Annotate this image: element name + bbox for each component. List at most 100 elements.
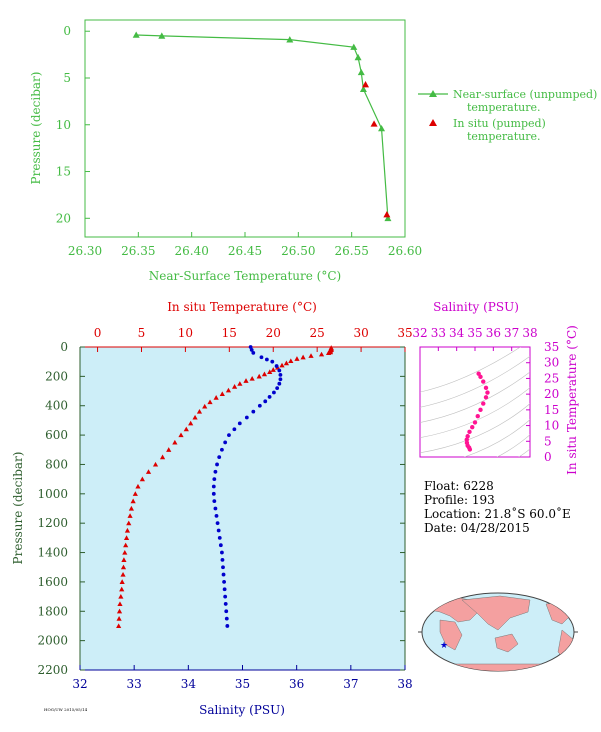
- ts-temperature-tick-label: 0: [544, 450, 552, 464]
- float-location: Location: 21.8˚S 60.0˚E: [424, 506, 571, 521]
- profile-y-ticks: 0 200 400 600 800 1000 1200 1400 1600 1800 2000 220…: [37, 340, 405, 677]
- salinity-point: [257, 403, 262, 408]
- ts-point: [478, 407, 483, 413]
- profile-salinity-tick-label: 36: [289, 677, 304, 691]
- profile-salinity-ticks: 32 33 34 35 36 37 38: [72, 665, 413, 691]
- salinity-point: [215, 521, 220, 526]
- ts-temperature-tick-label: 5: [544, 434, 552, 448]
- temperature-point: [325, 350, 332, 355]
- salinity-point: [232, 427, 237, 432]
- top-chart-legend: Near-surface (unpumped) temperature. In s…: [418, 88, 597, 143]
- profile-temperature-tick-label: 0: [94, 326, 102, 340]
- profile-series: [116, 345, 334, 629]
- profile-temperature-tick-label: 15: [222, 326, 237, 340]
- salinity-point: [278, 377, 283, 382]
- footer-credit: HOG/UW 2015/05/14: [44, 707, 88, 712]
- pumped-temperature-point: [383, 211, 391, 218]
- pumped-temperature-point: [370, 120, 378, 127]
- profile-salinity-tick-label: 38: [397, 677, 412, 691]
- ts-point: [467, 429, 472, 435]
- profile-y-tick-label: 2200: [37, 663, 68, 677]
- profile-temperature-tick-label: 35: [397, 326, 412, 340]
- profile-salinity-tick-label: 35: [235, 677, 250, 691]
- ts-density-contours: [420, 347, 530, 457]
- temperature-point: [118, 593, 124, 599]
- profile-temperature-ticks: 0 5 10 15 20 25 30 35: [94, 326, 413, 352]
- float-info: Float: 6228 Profile: 193 Location: 21.8˚…: [424, 479, 571, 535]
- temperature-point: [178, 432, 184, 438]
- salinity-point: [221, 572, 226, 577]
- profile-salinity-tick-label: 32: [72, 677, 87, 691]
- temperature-point: [294, 356, 300, 361]
- temperature-point: [119, 586, 125, 592]
- salinity-point: [225, 624, 230, 628]
- ts-point: [472, 420, 478, 425]
- temperature-point: [116, 623, 122, 629]
- temperature-point: [308, 353, 314, 358]
- ts-salinity-tick-label: 35: [467, 326, 482, 340]
- salinity-point: [220, 550, 224, 555]
- salinity-point: [223, 440, 228, 445]
- ts-temperature-tick-label: 35: [544, 340, 559, 354]
- salinity-point: [217, 535, 222, 540]
- temperature-point: [288, 358, 294, 364]
- temperature-point: [119, 579, 125, 584]
- temperature-point: [123, 542, 129, 548]
- salinity-point: [223, 602, 228, 606]
- salinity-point: [259, 355, 264, 360]
- unpumped-temperature-point: [384, 214, 392, 222]
- top-chart-series: [132, 31, 392, 222]
- profile-chart: 0200400600800100012001400160018002000220…: [11, 300, 413, 717]
- unpumped-temperature-point: [350, 43, 358, 50]
- float-id: Float: 6228: [424, 479, 494, 493]
- temperature-point: [249, 375, 255, 381]
- ts-point: [483, 395, 489, 400]
- profile-y-tick-label: 400: [45, 399, 68, 413]
- profile-y-tick-label: 2000: [37, 634, 68, 648]
- temperature-point: [318, 351, 325, 357]
- ts-point: [465, 434, 470, 439]
- salinity-point: [224, 609, 229, 614]
- ts-point: [464, 437, 469, 442]
- top-x-tick-label: 26.60: [388, 244, 422, 258]
- ts-series: [464, 371, 490, 452]
- ts-temperature-tick-label: 15: [544, 403, 559, 417]
- legend-triangle-pumped: [429, 119, 437, 126]
- temperature-point: [243, 378, 249, 383]
- ts-salinity-tick-label: 32: [412, 326, 427, 340]
- top-chart-frame: [84, 19, 406, 238]
- salinity-point: [222, 587, 227, 592]
- ts-temperature-tick-label: 20: [544, 387, 559, 401]
- salinity-point: [277, 368, 282, 373]
- salinity-point: [224, 616, 229, 621]
- unpumped-temperature-point: [378, 125, 386, 132]
- near-surface-temperature-chart: 26.30 26.35 26.40 26.45 26.50 26.55 26.60 0 5 10…: [29, 19, 597, 283]
- temperature-point: [283, 360, 290, 366]
- salinity-point: [272, 390, 276, 395]
- ts-diagram-frame: [419, 346, 531, 458]
- salinity-point: [212, 499, 217, 504]
- top-chart-y-label: Pressure (decibar): [29, 72, 43, 185]
- profile-salinity-tick-label: 33: [127, 677, 142, 691]
- salinity-point: [212, 477, 217, 482]
- temperature-point: [116, 608, 123, 614]
- top-x-tick-label: 26.35: [121, 244, 155, 258]
- salinity-point: [221, 565, 225, 570]
- profile-salinity-tick-label: 37: [343, 677, 358, 691]
- profile-temperature-tick-label: 20: [266, 326, 281, 340]
- ts-temperature-tick-label: 25: [544, 371, 559, 385]
- unpumped-temperature-point: [359, 85, 367, 93]
- profile-y-tick-label: 1200: [37, 516, 68, 530]
- ts-salinity-ticks: 32 33 34 35 36 37 38: [412, 326, 538, 351]
- temperature-point: [128, 505, 134, 511]
- profile-y-tick-label: 800: [45, 457, 68, 471]
- top-x-tick-label: 26.50: [281, 244, 315, 258]
- temperature-point: [145, 469, 152, 474]
- salinity-point: [274, 364, 279, 368]
- salinity-point: [264, 357, 269, 362]
- salinity-point: [211, 491, 216, 496]
- profile-salinity-tick-label: 34: [181, 677, 197, 691]
- ts-point: [485, 390, 490, 395]
- temperature-point: [172, 439, 178, 445]
- salinity-point: [275, 386, 280, 391]
